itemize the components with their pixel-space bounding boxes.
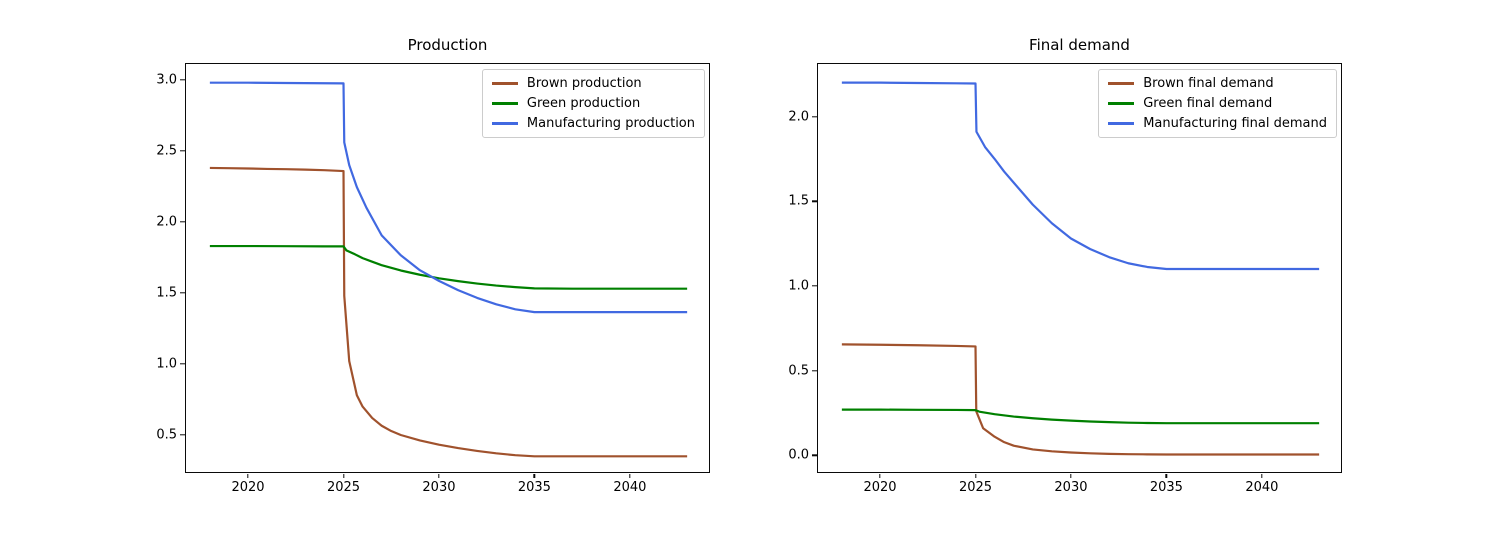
xtick-mark-2025 bbox=[342, 473, 345, 478]
xtick-label-2030: 2030 bbox=[1054, 480, 1088, 495]
legend-label: Manufacturing final demand bbox=[1143, 116, 1327, 131]
ytick-label-2.0: 2.0 bbox=[788, 109, 809, 125]
legend-entry-brown-final-demand: Brown final demand bbox=[1108, 76, 1327, 91]
production-legend: Brown production Green production Manufact… bbox=[481, 69, 705, 138]
ytick-mark-1.0 bbox=[180, 363, 185, 365]
ytick-label-1.0: 1.0 bbox=[156, 356, 177, 372]
ytick-mark-0.5 bbox=[812, 369, 817, 372]
ytick-mark-1.0 bbox=[812, 285, 817, 287]
ytick-mark-3.0 bbox=[180, 79, 185, 81]
legend-entry-manufacturing-final-demand: Manufacturing final demand bbox=[1108, 116, 1327, 131]
legend-entry-manufacturing-production: Manufacturing production bbox=[491, 116, 695, 131]
final-demand-legend: Brown final demand Green final demand Manu… bbox=[1098, 69, 1337, 138]
legend-entry-brown-production: Brown production bbox=[491, 76, 695, 91]
xtick-mark-2035 bbox=[533, 473, 536, 478]
xtick-label-2020: 2020 bbox=[231, 480, 265, 495]
xtick-mark-2040 bbox=[1261, 473, 1263, 478]
ytick-label-0.0: 0.0 bbox=[788, 447, 809, 463]
ytick-label-1.0: 1.0 bbox=[788, 278, 809, 294]
ytick-label-3.0: 3.0 bbox=[156, 72, 177, 88]
manufacturing-final-demand-line bbox=[841, 81, 1320, 271]
legend-line-swatch bbox=[491, 82, 518, 85]
xtick-mark-2040 bbox=[629, 473, 631, 478]
xtick-mark-2020 bbox=[247, 473, 249, 478]
ytick-label-0.5: 0.5 bbox=[156, 427, 177, 443]
xtick-mark-2025 bbox=[974, 473, 977, 478]
final-demand-chart-title: Final demand bbox=[1029, 36, 1130, 54]
legend-entry-green-production: Green production bbox=[491, 96, 695, 111]
ytick-label-1.5: 1.5 bbox=[156, 285, 177, 301]
xtick-mark-2030 bbox=[1070, 473, 1072, 478]
xtick-mark-2030 bbox=[438, 473, 440, 478]
final-demand-chart: Final demand Brown final demand Green fin… bbox=[788, 36, 1342, 495]
green-final-demand-line bbox=[841, 408, 1320, 425]
legend-line-swatch bbox=[1108, 82, 1135, 85]
brown-final-demand-line bbox=[841, 343, 1320, 456]
ytick-mark-2.0 bbox=[180, 221, 185, 223]
xtick-label-2020: 2020 bbox=[863, 480, 897, 495]
xtick-label-2035: 2035 bbox=[517, 480, 551, 495]
final-demand-plot-area bbox=[818, 64, 1341, 472]
xtick-label-2035: 2035 bbox=[1149, 480, 1183, 495]
legend-label: Brown final demand bbox=[1143, 76, 1274, 91]
legend-line-swatch bbox=[1108, 102, 1135, 105]
green-production-line bbox=[209, 244, 688, 290]
xtick-mark-2020 bbox=[879, 473, 881, 478]
production-lines-svg bbox=[209, 81, 688, 458]
legend-entry-green-final-demand: Green final demand bbox=[1108, 96, 1327, 111]
ytick-label-1.5: 1.5 bbox=[788, 193, 809, 209]
xtick-label-2025: 2025 bbox=[326, 480, 361, 495]
legend-label: Manufacturing production bbox=[526, 116, 695, 131]
brown-production-line bbox=[209, 166, 688, 458]
production-plot-area bbox=[186, 64, 709, 472]
final-demand-lines-svg bbox=[841, 81, 1320, 456]
ytick-mark-0.5 bbox=[180, 434, 185, 436]
ytick-label-2.5: 2.5 bbox=[156, 143, 177, 159]
ytick-label-2.0: 2.0 bbox=[156, 214, 177, 230]
ytick-label-0.5: 0.5 bbox=[788, 363, 809, 379]
production-chart: Production Brown production Green product… bbox=[156, 36, 710, 495]
ytick-mark-1.5 bbox=[180, 292, 185, 294]
ytick-mark-1.5 bbox=[812, 200, 817, 202]
legend-line-swatch bbox=[1108, 122, 1135, 125]
xtick-label-2040: 2040 bbox=[1245, 480, 1279, 495]
legend-line-swatch bbox=[491, 102, 518, 105]
ytick-mark-2.0 bbox=[812, 115, 817, 118]
legend-label: Green final demand bbox=[1143, 96, 1273, 111]
manufacturing-production-line bbox=[209, 81, 688, 314]
xtick-label-2025: 2025 bbox=[958, 480, 993, 495]
xtick-label-2030: 2030 bbox=[422, 480, 456, 495]
ytick-mark-2.5 bbox=[180, 150, 185, 152]
legend-line-swatch bbox=[491, 122, 518, 125]
legend-label: Green production bbox=[526, 96, 641, 111]
production-chart-title: Production bbox=[407, 36, 488, 54]
legend-label: Brown production bbox=[526, 76, 642, 91]
xtick-mark-2035 bbox=[1165, 473, 1168, 478]
xtick-label-2040: 2040 bbox=[613, 480, 647, 495]
ytick-mark-0.0 bbox=[812, 454, 817, 457]
